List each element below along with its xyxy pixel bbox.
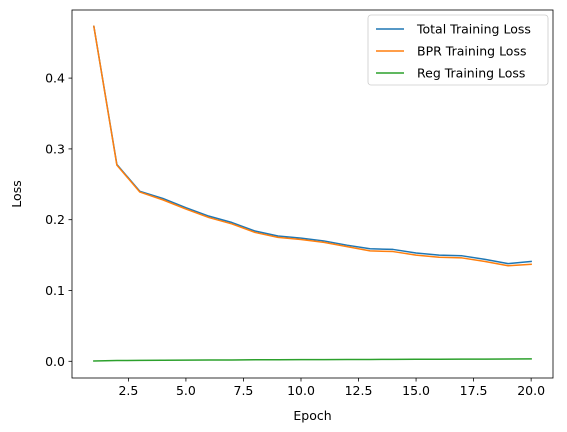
legend-label-0: Total Training Loss [416, 22, 531, 37]
y-tick-label: 0.3 [45, 141, 65, 156]
series-line-1 [92, 25, 532, 267]
legend-label-1: BPR Training Loss [417, 44, 527, 59]
x-tick-label: 10.0 [287, 383, 315, 398]
y-tick-label: 0.2 [45, 212, 65, 227]
legend: Total Training Loss BPR Training Loss Reg … [367, 14, 549, 86]
legend-box [367, 14, 549, 86]
x-tick-label: 2.5 [118, 383, 138, 398]
y-axis-label: Loss [9, 180, 24, 207]
x-tick-label: 5.0 [176, 383, 196, 398]
y-tick-label: 0.1 [45, 283, 65, 298]
x-tick-label: 12.5 [345, 383, 373, 398]
y-tick-label: 0.0 [45, 354, 65, 369]
y-axis-ticks: 0.0 0.1 0.2 0.3 0.4 [45, 71, 72, 369]
series-line-0 [92, 25, 532, 265]
series-lines [92, 25, 532, 362]
x-tick-label: 17.5 [460, 383, 488, 398]
x-axis-label: Epoch [293, 408, 331, 423]
x-axis-ticks: 2.5 5.0 7.5 10.0 12.5 15.0 17.5 20.0 [118, 378, 545, 398]
y-tick-label: 0.4 [45, 71, 65, 86]
series-line-2 [93, 358, 532, 362]
plot-frame [71, 9, 554, 379]
x-tick-label: 7.5 [234, 383, 254, 398]
x-tick-label: 20.0 [517, 383, 545, 398]
legend-label-2: Reg Training Loss [417, 66, 525, 81]
x-tick-label: 15.0 [402, 383, 430, 398]
